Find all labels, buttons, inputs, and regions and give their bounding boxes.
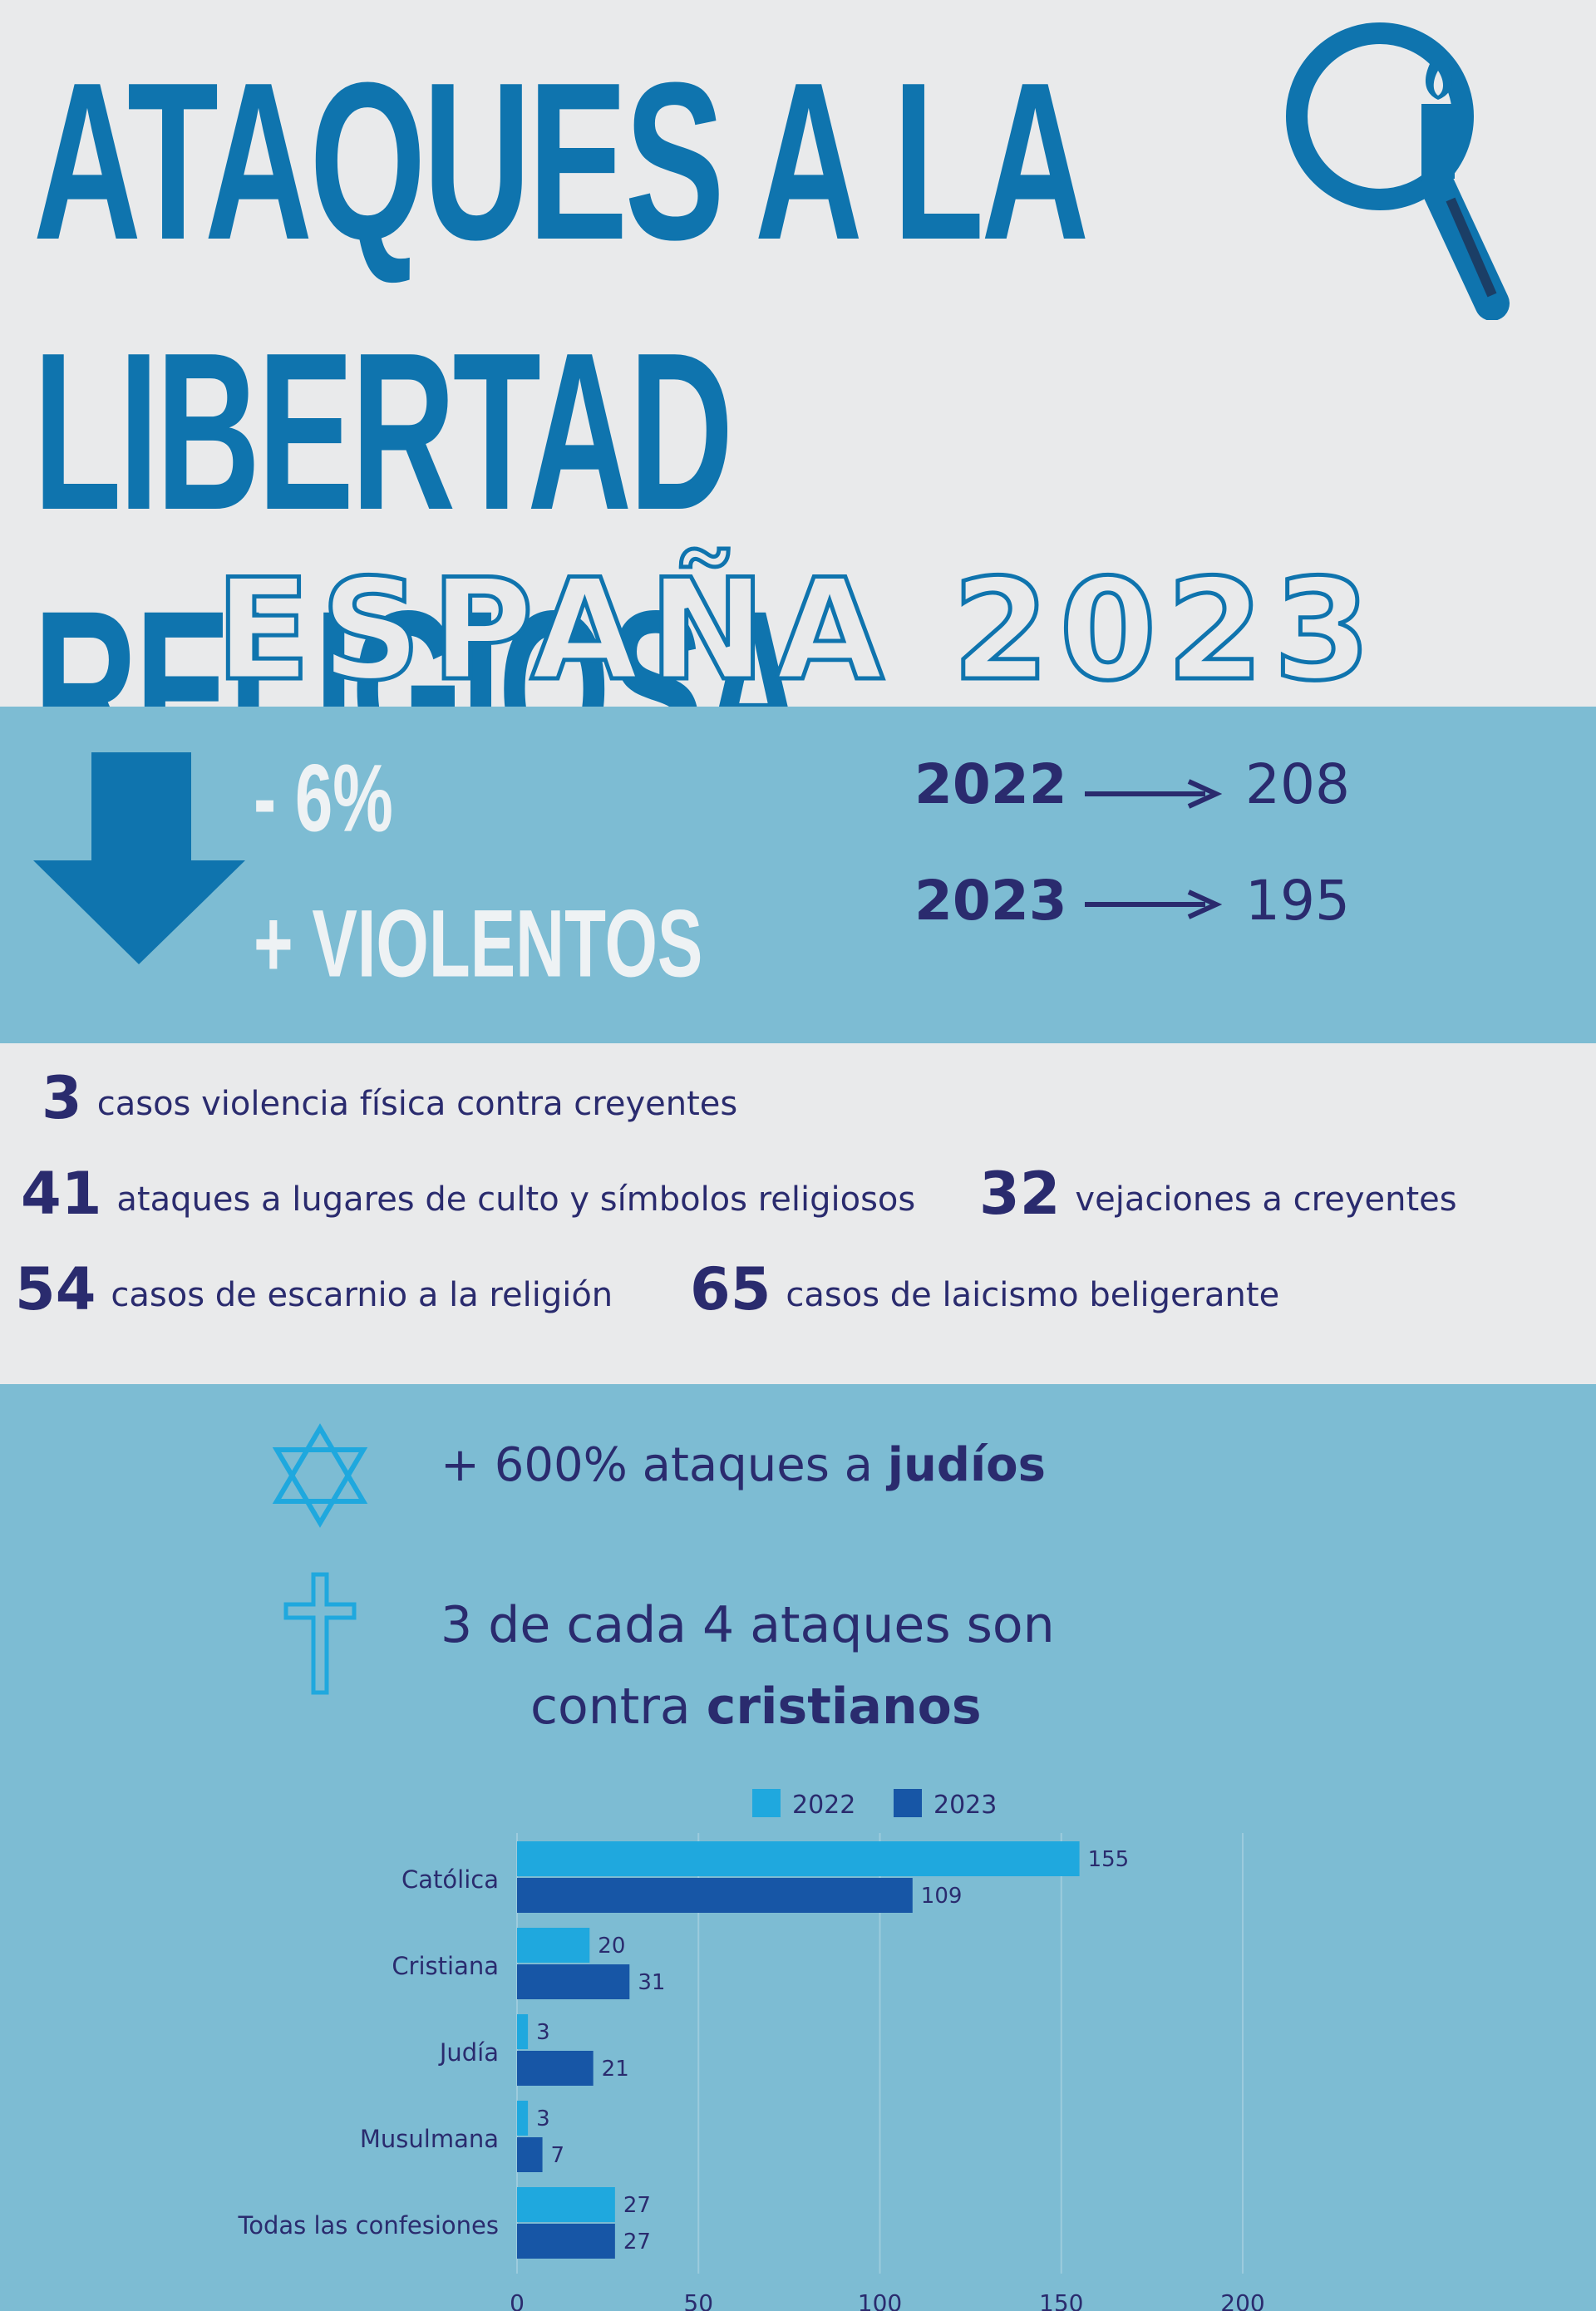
title-line-1: ATAQUES A LA bbox=[33, 37, 1089, 288]
judios-highlight: + 600% ataques a judíos bbox=[441, 1438, 1046, 1492]
x-tick-label: 150 bbox=[1039, 2289, 1083, 2311]
category-label: Católica bbox=[401, 1865, 499, 1894]
stat-number: 54 bbox=[15, 1255, 96, 1323]
star-of-david-icon bbox=[272, 1423, 368, 1528]
bar bbox=[517, 1878, 913, 1913]
stat-number: 32 bbox=[979, 1160, 1061, 1228]
title-line-2: LIBERTAD RELIGIOSA bbox=[33, 307, 805, 816]
stat-item: 65 casos de laicismo beligerante bbox=[690, 1255, 1279, 1323]
violent-label: + VIOLENTOS bbox=[254, 890, 703, 998]
stat-text: ataques a lugares de culto y símbolos re… bbox=[116, 1180, 916, 1219]
stat-text: casos de escarnio a la religión bbox=[111, 1276, 613, 1314]
bar-value-label: 109 bbox=[921, 1884, 963, 1909]
stat-text: casos de laicismo beligerante bbox=[786, 1276, 1280, 1314]
stats-band bbox=[0, 1043, 1596, 1384]
bar-value-label: 31 bbox=[638, 1970, 665, 1995]
bar bbox=[517, 2014, 529, 2049]
subtitle: ESPAÑA 2023 bbox=[213, 547, 1382, 714]
bar-chart: 2022 2023 0 50 100 150 200 Católica 155 109 Cristi… bbox=[237, 1789, 1265, 2311]
stat-item: 54 casos de escarnio a la religión bbox=[15, 1255, 613, 1323]
bar bbox=[517, 2137, 543, 2172]
cristianos-prefix: contra bbox=[530, 1678, 707, 1736]
x-tick-label: 50 bbox=[683, 2289, 713, 2311]
x-tick-label: 0 bbox=[510, 2289, 525, 2311]
bar-value-label: 27 bbox=[623, 2193, 651, 2218]
year-2023-label: 2023 bbox=[914, 869, 1067, 933]
stat-number: 3 bbox=[42, 1064, 82, 1132]
cristianos-keyword: cristianos bbox=[706, 1678, 982, 1736]
summary-band bbox=[0, 707, 1596, 1043]
legend-swatch bbox=[894, 1789, 922, 1817]
arrow-right-icon bbox=[1085, 889, 1222, 919]
cross-icon bbox=[283, 1572, 357, 1695]
bar-value-label: 27 bbox=[623, 2230, 651, 2254]
bar bbox=[517, 1928, 590, 1963]
judios-prefix: + 600% ataques a bbox=[441, 1438, 888, 1492]
stat-number: 41 bbox=[21, 1160, 102, 1228]
bar-value-label: 21 bbox=[602, 2057, 629, 2082]
bar bbox=[517, 1841, 1080, 1876]
judios-keyword: judíos bbox=[887, 1438, 1046, 1492]
year-2022-label: 2022 bbox=[914, 752, 1067, 816]
bar-value-label: 7 bbox=[551, 2143, 565, 2168]
category-label: Musulmana bbox=[360, 2125, 499, 2153]
bar-value-label: 3 bbox=[536, 2107, 550, 2131]
category-label: Cristiana bbox=[392, 1952, 499, 1980]
header: ATAQUES A LA LIBERTAD RELIGIOSA ESPAÑA 2… bbox=[0, 0, 1596, 816]
value-2022: 208 bbox=[1245, 752, 1350, 816]
bar bbox=[517, 2051, 594, 2086]
bar bbox=[517, 1964, 630, 1999]
stat-item: 32 vejaciones a creyentes bbox=[979, 1160, 1457, 1228]
cristianos-line-1: 3 de cada 4 ataques son bbox=[441, 1596, 1055, 1654]
arrow-down-icon bbox=[33, 752, 245, 964]
category-label: Todas las confesiones bbox=[237, 2211, 499, 2240]
stat-item: 41 ataques a lugares de culto y símbolos … bbox=[21, 1160, 915, 1228]
stat-text: casos violencia física contra creyentes bbox=[96, 1085, 738, 1123]
arrow-right-icon bbox=[1085, 779, 1222, 809]
bar-value-label: 20 bbox=[598, 1934, 625, 1959]
magnifier-candle-icon bbox=[1286, 22, 1510, 320]
bar bbox=[517, 2224, 615, 2259]
legend-label: 2022 bbox=[792, 1791, 855, 1820]
bar bbox=[517, 2101, 529, 2136]
cristianos-line-2: contra cristianos bbox=[530, 1678, 982, 1736]
legend-label: 2023 bbox=[933, 1791, 997, 1820]
value-2023: 195 bbox=[1245, 869, 1350, 933]
stat-item: 3 casos violencia física contra creyentes bbox=[42, 1064, 737, 1132]
category-label: Judía bbox=[438, 2038, 499, 2067]
bar-value-label: 3 bbox=[536, 2020, 550, 2045]
x-tick-label: 100 bbox=[858, 2289, 902, 2311]
x-tick-label: 200 bbox=[1220, 2289, 1264, 2311]
legend-swatch bbox=[752, 1789, 781, 1817]
stat-number: 65 bbox=[690, 1255, 771, 1323]
bar-value-label: 155 bbox=[1088, 1847, 1130, 1872]
bar bbox=[517, 2187, 615, 2222]
stat-text: vejaciones a creyentes bbox=[1075, 1180, 1457, 1219]
change-percent: - 6% bbox=[254, 745, 393, 852]
